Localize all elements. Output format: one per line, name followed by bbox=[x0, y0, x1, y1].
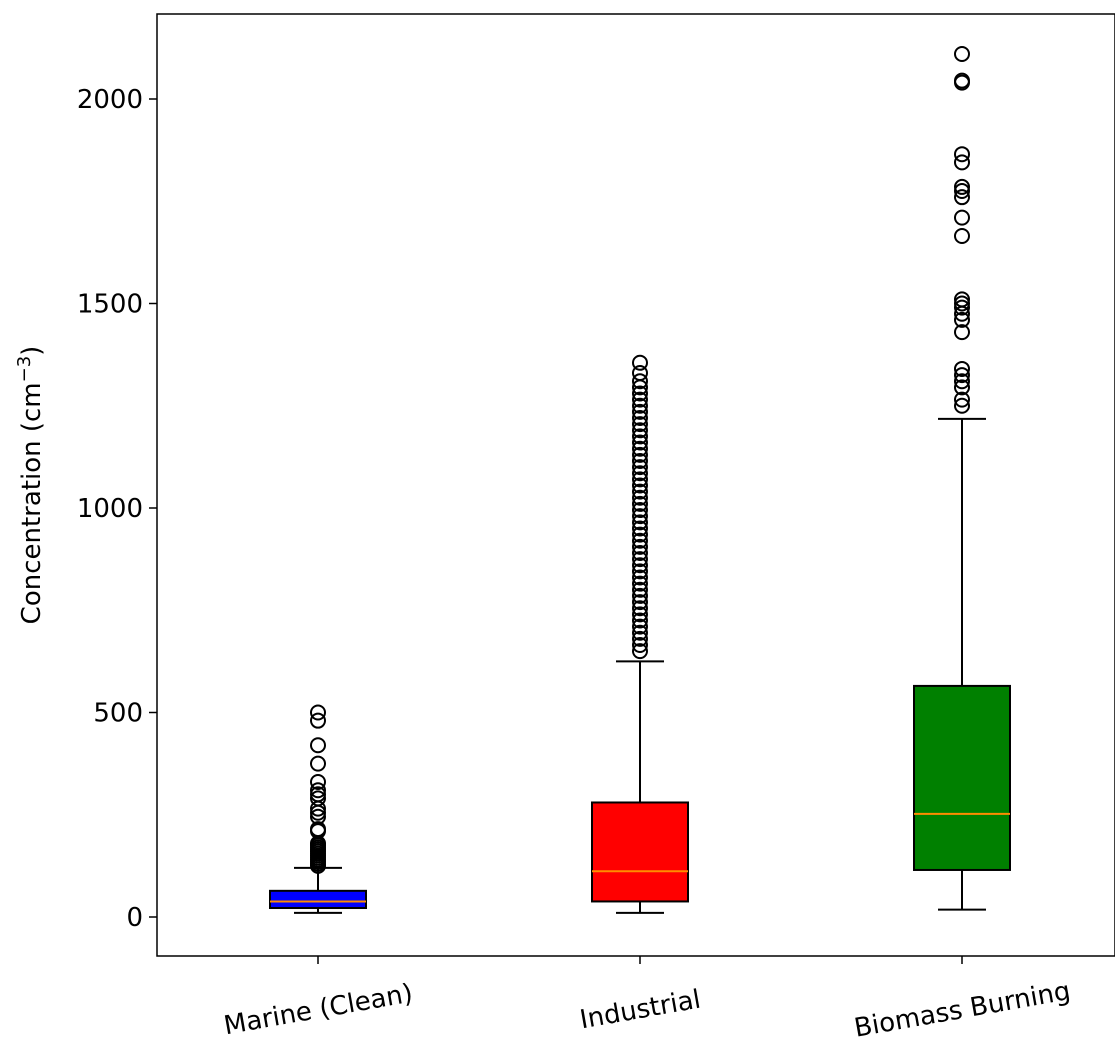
outlier-point bbox=[310, 712, 326, 729]
outlier-point bbox=[632, 514, 648, 531]
outlier-point bbox=[632, 575, 648, 592]
x-tick-label: Biomass Burning bbox=[852, 976, 1073, 1044]
outlier-point bbox=[954, 295, 970, 312]
outlier-point bbox=[632, 624, 648, 641]
outlier-point bbox=[954, 391, 970, 408]
outlier-point bbox=[632, 385, 648, 402]
outlier-point bbox=[310, 704, 326, 721]
iqr-box bbox=[913, 684, 1011, 871]
outlier-point bbox=[632, 643, 648, 660]
outlier-point bbox=[632, 563, 648, 580]
outlier-point bbox=[632, 391, 648, 408]
iqr-box bbox=[591, 801, 689, 903]
x-axis: Marine (Clean) Industrial Biomass Burning bbox=[222, 956, 1073, 1044]
outlier-point bbox=[954, 228, 970, 245]
outlier-point bbox=[954, 397, 970, 414]
box-marine-clean bbox=[269, 704, 367, 914]
outlier-point bbox=[632, 354, 648, 371]
y-tick-label: 1000 bbox=[77, 494, 143, 524]
outlier-point bbox=[632, 422, 648, 439]
outlier-point bbox=[632, 428, 648, 445]
outlier-point bbox=[632, 416, 648, 433]
outlier-point bbox=[632, 495, 648, 512]
outlier-point bbox=[632, 544, 648, 561]
outlier-point bbox=[632, 606, 648, 623]
iqr-box bbox=[269, 889, 367, 910]
outlier-point bbox=[632, 452, 648, 469]
outlier-point bbox=[632, 489, 648, 506]
outlier-point bbox=[632, 600, 648, 617]
outlier-point bbox=[632, 471, 648, 488]
outlier-point bbox=[310, 808, 326, 825]
outlier-point bbox=[632, 373, 648, 390]
outlier-point bbox=[954, 373, 970, 390]
outlier-point bbox=[954, 46, 970, 63]
outlier-point bbox=[632, 538, 648, 555]
outlier-point bbox=[632, 365, 648, 382]
outlier-point bbox=[632, 483, 648, 500]
outlier-point bbox=[632, 403, 648, 420]
outlier-point bbox=[954, 311, 970, 328]
outlier-point bbox=[954, 178, 970, 195]
outlier-point bbox=[954, 209, 970, 226]
outlier-point bbox=[954, 154, 970, 171]
outlier-point bbox=[632, 618, 648, 635]
y-axis: 0 500 1000 1500 2000 bbox=[77, 85, 157, 933]
outlier-point bbox=[632, 581, 648, 598]
outlier-point bbox=[954, 183, 970, 200]
outlier-point bbox=[632, 637, 648, 654]
outlier-point bbox=[632, 526, 648, 543]
outlier-point bbox=[954, 189, 970, 206]
y-tick-label: 1500 bbox=[77, 290, 143, 320]
outlier-point bbox=[954, 379, 970, 396]
outlier-point bbox=[632, 508, 648, 525]
outlier-point bbox=[632, 557, 648, 574]
y-axis-label: Concentration (cm−3) bbox=[14, 346, 47, 625]
outlier-point bbox=[632, 630, 648, 647]
outlier-point bbox=[954, 360, 970, 377]
outlier-point bbox=[632, 477, 648, 494]
box-industrial bbox=[591, 354, 689, 914]
outlier-point bbox=[310, 790, 326, 807]
y-tick-label: 500 bbox=[93, 699, 143, 729]
outlier-point bbox=[632, 434, 648, 451]
outlier-point bbox=[632, 532, 648, 549]
outlier-point bbox=[310, 755, 326, 772]
outlier-point bbox=[632, 440, 648, 457]
x-tick-label: Industrial bbox=[578, 985, 703, 1036]
outlier-point bbox=[632, 569, 648, 586]
outlier-point bbox=[310, 774, 326, 791]
outlier-point bbox=[632, 397, 648, 414]
outlier-point bbox=[632, 410, 648, 427]
y-tick-label: 0 bbox=[126, 903, 143, 933]
outlier-point bbox=[632, 446, 648, 463]
outlier-point bbox=[954, 72, 970, 89]
outlier-point bbox=[632, 587, 648, 604]
x-tick-label: Marine (Clean) bbox=[222, 979, 415, 1042]
outlier-point bbox=[310, 821, 326, 838]
outlier-point bbox=[954, 299, 970, 316]
outlier-point bbox=[954, 291, 970, 308]
box-biomass-burning bbox=[913, 46, 1011, 911]
outlier-point bbox=[632, 520, 648, 537]
outlier-point bbox=[632, 594, 648, 611]
outlier-point bbox=[632, 502, 648, 519]
plot-area bbox=[269, 46, 1011, 914]
outlier-point bbox=[632, 612, 648, 629]
outlier-point bbox=[632, 465, 648, 482]
outlier-point bbox=[954, 367, 970, 384]
plot-frame bbox=[156, 13, 1115, 957]
outlier-point bbox=[954, 146, 970, 163]
outlier-point bbox=[310, 786, 326, 803]
outlier-point bbox=[310, 737, 326, 754]
y-tick-label: 2000 bbox=[77, 85, 143, 115]
outlier-point bbox=[632, 459, 648, 476]
outlier-point bbox=[632, 551, 648, 568]
outlier-point bbox=[310, 782, 326, 799]
outlier-point bbox=[954, 324, 970, 341]
